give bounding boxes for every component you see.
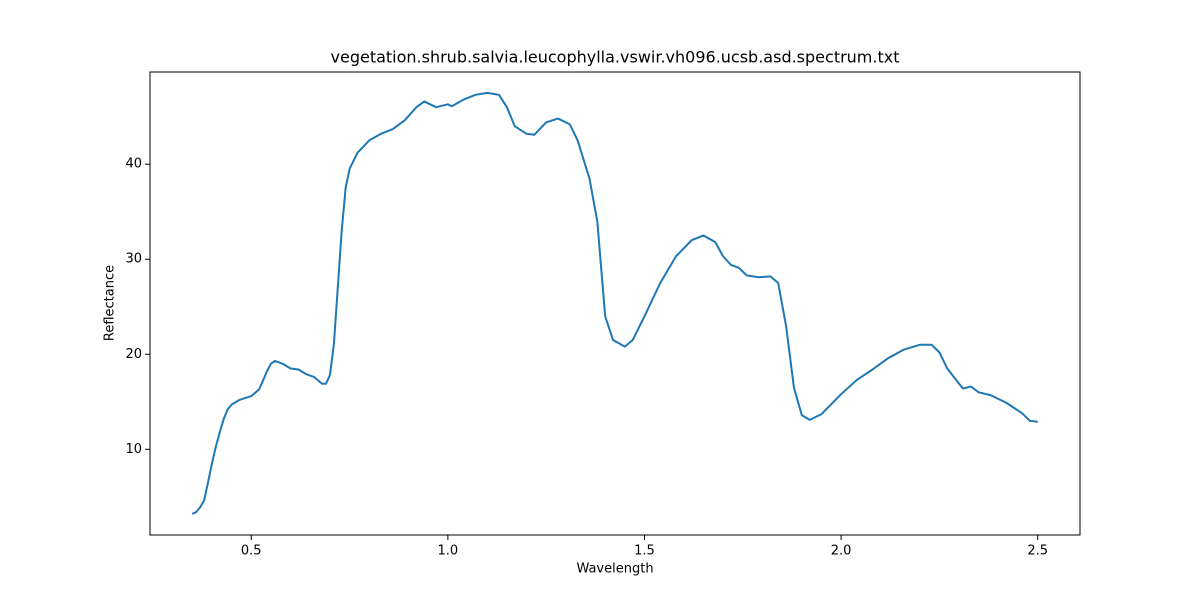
x-tick-label: 0.5: [241, 544, 262, 559]
y-tick-label: 10: [125, 442, 142, 457]
y-axis-label: Reflectance: [103, 265, 118, 341]
x-axis-label: Wavelength: [576, 562, 653, 577]
x-tick-label: 2.5: [1027, 544, 1048, 559]
y-tick-label: 40: [125, 157, 142, 172]
y-tick-label: 30: [125, 252, 142, 267]
x-tick-label: 1.0: [438, 544, 459, 559]
y-tick-label: 20: [125, 347, 142, 362]
spectrum-line: [191, 91, 1038, 515]
x-tick-label: 2.0: [831, 544, 852, 559]
axes-frame: [149, 71, 1081, 536]
chart-title: vegetation.shrub.salvia.leucophylla.vswi…: [331, 48, 900, 67]
x-tick-label: 1.5: [634, 544, 655, 559]
